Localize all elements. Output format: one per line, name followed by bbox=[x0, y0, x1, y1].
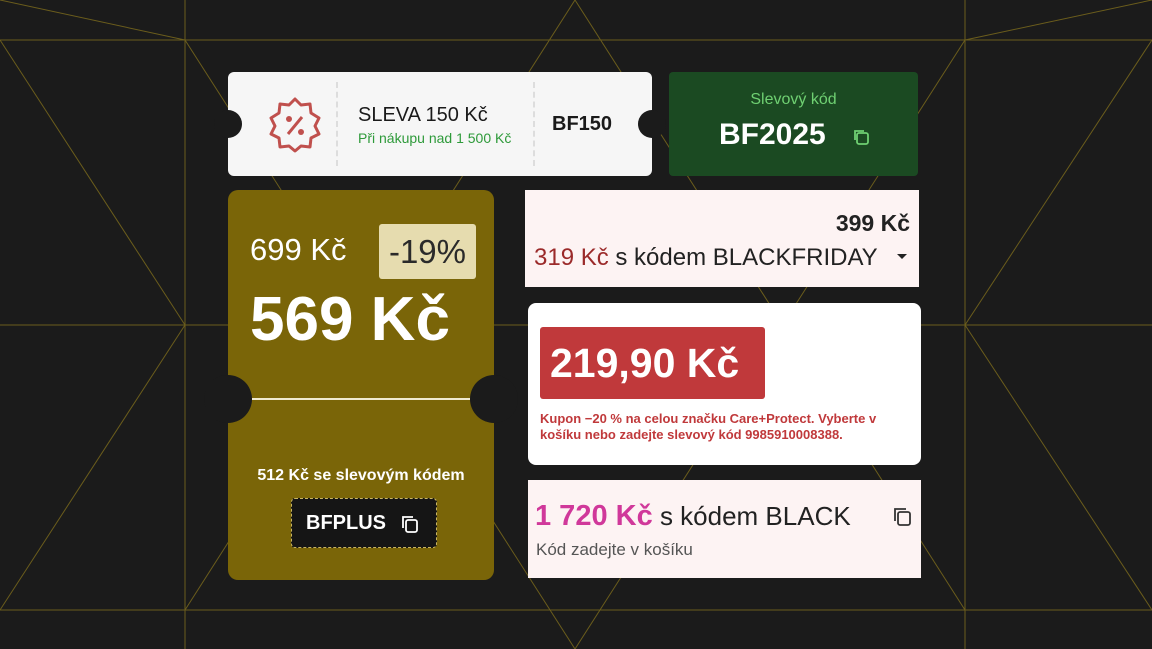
pink-price-card: 1 720 Kč s kódem BLACK Kód zadejte v koš… bbox=[528, 480, 921, 578]
price-ticket: 699 Kč -19% 569 Kč 512 Kč se slevovým kó… bbox=[204, 190, 518, 580]
code-note: s kódem BLACKFRIDAY bbox=[608, 244, 878, 271]
old-price: 699 Kč bbox=[250, 232, 347, 267]
regular-price: 399 Kč bbox=[835, 210, 910, 236]
dropdown-caret[interactable] bbox=[896, 253, 908, 261]
copy-icon[interactable] bbox=[852, 128, 870, 146]
code-price-line: 319 Kč s kódem BLACKFRIDAY bbox=[534, 244, 878, 272]
coupon-code: BF150 bbox=[552, 113, 613, 135]
code-box: Slevový kód BF2025 bbox=[669, 72, 918, 176]
code-value: BF2025 bbox=[719, 118, 826, 151]
code-button[interactable]: BFPLUS bbox=[291, 498, 437, 548]
code-text: BFPLUS bbox=[306, 512, 386, 534]
hint: Kód zadejte v košíku bbox=[536, 540, 693, 559]
price-line: 1 720 Kč s kódem BLACK bbox=[535, 500, 851, 533]
code-note: 512 Kč se slevovým kódem bbox=[228, 467, 494, 485]
red-price-card: 219,90 Kč Kupon −20 % na celou značku Ca… bbox=[528, 303, 921, 465]
coupon-ticket: SLEVA 150 Kč Při nákupu nad 1 500 Kč BF1… bbox=[214, 72, 666, 176]
copy-icon[interactable] bbox=[400, 514, 420, 534]
code-price: 319 Kč bbox=[534, 244, 609, 271]
price: 569 Kč bbox=[250, 285, 450, 354]
discount-badge: -19% bbox=[379, 224, 476, 279]
price-dropdown: 399 Kč 319 Kč s kódem BLACKFRIDAY bbox=[525, 190, 919, 287]
divider bbox=[252, 398, 470, 400]
code-note: s kódem BLACK bbox=[659, 501, 851, 531]
price: 1 720 Kč bbox=[535, 500, 653, 532]
code-note-text: Kč se slevovým kódem bbox=[284, 467, 465, 484]
copy-icon[interactable] bbox=[892, 506, 914, 528]
price-badge: 219,90 Kč bbox=[540, 327, 765, 399]
percent-badge-icon bbox=[269, 97, 321, 153]
code-price: 512 bbox=[257, 467, 285, 484]
code-label: Slevový kód bbox=[750, 91, 837, 108]
coupon-note: Kupon −20 % na celou značku Care+Protect… bbox=[540, 411, 877, 442]
coupon-subtitle: Při nákupu nad 1 500 Kč bbox=[358, 130, 512, 146]
coupon-title: SLEVA 150 Kč bbox=[358, 104, 488, 126]
